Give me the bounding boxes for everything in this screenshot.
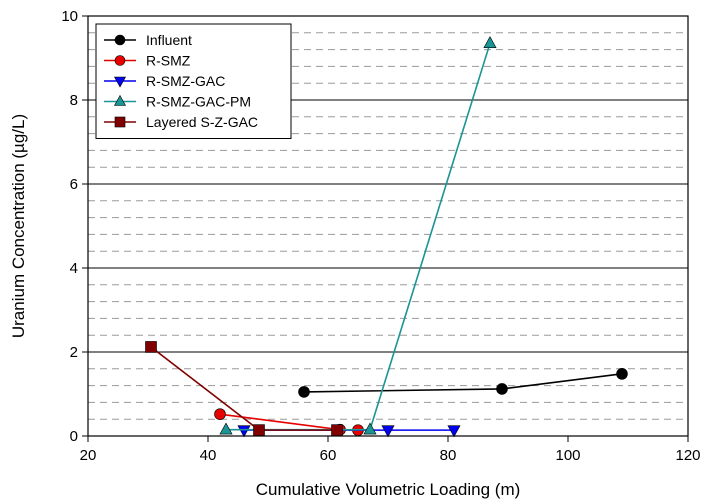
data-point-r-smz-gac [381,425,395,438]
y-tick-label: 8 [70,92,78,109]
legend-swatch-marker [113,94,127,106]
data-point-r-smz-gac-pm [483,36,497,49]
data-point-influent [616,368,628,380]
x-tick-label: 120 [675,447,700,464]
y-tick-label: 0 [70,428,78,445]
data-point-r-smz-gac-pm [363,422,377,435]
legend-label: Layered S-Z-GAC [146,114,258,130]
series-r-smz-gac [237,425,461,438]
data-point-layered-s-z-gac [145,341,157,353]
legend-item-influent: Influent [104,32,192,48]
y-tick-label: 2 [70,344,78,361]
series-layered-s-z-gac [145,341,343,436]
series-influent [298,368,628,398]
x-tick-label: 100 [555,447,580,464]
y-tick-label: 6 [70,176,78,193]
data-point-influent [496,383,508,395]
y-axis-label: Uranium Concentration (µg/L) [9,114,28,338]
series-line-influent [303,373,623,393]
legend-item-layered-s-z-gac: Layered S-Z-GAC [104,114,258,130]
x-tick-label: 80 [440,447,457,464]
legend-item-r-smz-gac-pm: R-SMZ-GAC-PM [104,94,251,110]
data-point-r-smz-gac [447,425,461,438]
data-point-r-smz [214,408,226,420]
legend-label: Influent [146,32,192,48]
legend-swatch-marker [113,76,127,88]
legend-label: R-SMZ [146,53,191,69]
x-axis-label: Cumulative Volumetric Loading (m) [256,480,521,499]
data-point-layered-s-z-gac [331,424,343,436]
legend-label: R-SMZ-GAC [146,73,225,89]
data-point-layered-s-z-gac [253,424,265,436]
legend-swatch-marker [114,55,126,66]
data-point-influent [298,386,310,398]
axis-ticks: 20 40 60 80 100 120 0 2 4 6 8 10 [61,8,700,464]
legend-item-r-smz: R-SMZ [104,53,191,69]
legend-swatch-marker [114,116,126,128]
y-tick-label: 10 [61,8,78,25]
legend: Influent R-SMZ R-SMZ-GAC R-SMZ-GAC-PM Layere… [95,23,292,139]
series-group [145,36,628,438]
x-tick-label: 40 [200,447,217,464]
x-tick-label: 60 [320,447,337,464]
legend-label: R-SMZ-GAC-PM [146,94,251,110]
y-tick-label: 4 [70,260,78,277]
data-point-r-smz-gac [237,425,251,438]
legend-item-r-smz-gac: R-SMZ-GAC [104,73,225,89]
data-point-r-smz-gac-pm [219,422,233,435]
series-line-layered-s-z-gac [150,346,337,431]
legend-swatch-marker [114,34,126,46]
x-tick-label: 20 [80,447,97,464]
